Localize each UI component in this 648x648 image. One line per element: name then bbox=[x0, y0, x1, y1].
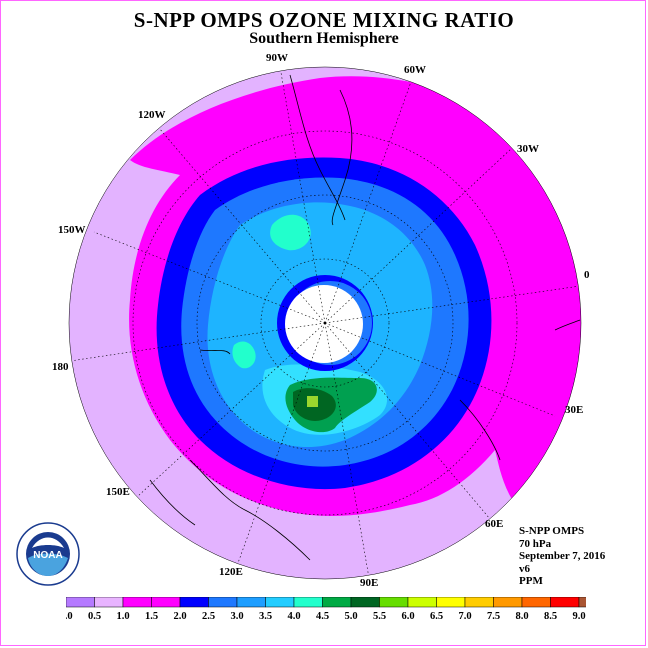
coastlines bbox=[149, 74, 581, 561]
lon-label-0: 0 bbox=[584, 269, 590, 281]
map-subtitle: Southern Hemisphere bbox=[249, 30, 399, 47]
colorbar-swatch bbox=[464, 597, 494, 608]
noaa-logo-icon: NOAA bbox=[16, 522, 80, 586]
colorbar-swatch bbox=[379, 597, 409, 608]
colorbar-swatch bbox=[208, 597, 238, 608]
metadata-block: S-NPP OMPS 70 hPa September 7, 2016 v6 P… bbox=[519, 525, 605, 588]
colorbar-swatch bbox=[550, 597, 580, 608]
colorbar-swatch bbox=[66, 597, 95, 608]
lon-label-150e: 150E bbox=[106, 486, 130, 498]
colorbar-tick-label: 7.0 bbox=[458, 611, 471, 622]
ozone-patch-aqua-2 bbox=[232, 341, 256, 369]
info-units: PPM bbox=[519, 575, 543, 587]
colorbar-tick-label: 4.0 bbox=[287, 611, 300, 622]
info-instrument: S-NPP OMPS bbox=[519, 525, 585, 537]
info-date: September 7, 2016 bbox=[519, 550, 606, 562]
colorbar-tick-label: 1.0 bbox=[116, 611, 129, 622]
south-pole-marker bbox=[323, 321, 327, 325]
lon-label-30w: 30W bbox=[517, 143, 539, 155]
lon-label-120e: 120E bbox=[219, 566, 243, 578]
colorbar-swatch bbox=[407, 597, 437, 608]
colorbar-tick-label: 6.5 bbox=[430, 611, 443, 622]
colorbar-swatch bbox=[94, 597, 124, 608]
lon-label-30e: 30E bbox=[565, 404, 583, 416]
colorbar-swatch bbox=[322, 597, 352, 608]
colorbar-swatch bbox=[122, 597, 152, 608]
graticule-latitude bbox=[132, 130, 518, 516]
colorbar-swatch bbox=[493, 597, 523, 608]
lon-label-60w: 60W bbox=[404, 64, 426, 76]
colorbar-tick-label: 0.5 bbox=[88, 611, 101, 622]
lon-label-180: 180 bbox=[52, 361, 69, 373]
colorbar-tick-label: 6.0 bbox=[401, 611, 414, 622]
ozone-patch-aqua-1 bbox=[270, 214, 311, 251]
colorbar-tick-label: 1.5 bbox=[145, 611, 158, 622]
colorbar-tick-label: 8.0 bbox=[515, 611, 528, 622]
lon-label-60e: 60E bbox=[485, 518, 503, 530]
colorbar-tick-label: 3.5 bbox=[259, 611, 272, 622]
lon-label-90w: 90W bbox=[266, 52, 288, 64]
map-title: S-NPP OMPS OZONE MIXING RATIO bbox=[133, 8, 515, 32]
colorbar-swatch bbox=[236, 597, 266, 608]
colorbar-swatch bbox=[293, 597, 323, 608]
lon-label-120w: 120W bbox=[138, 109, 166, 121]
graticule-meridians bbox=[69, 67, 581, 579]
colorbar-swatch bbox=[179, 597, 209, 608]
lon-label-90e: 90E bbox=[360, 577, 378, 589]
colorbar-tick-label: 5.0 bbox=[344, 611, 357, 622]
colorbar-tick-label: 8.5 bbox=[544, 611, 557, 622]
colorbar-tick-label: 5.5 bbox=[373, 611, 386, 622]
lon-label-150w: 150W bbox=[58, 224, 86, 236]
colorbar-tick-label: 7.5 bbox=[487, 611, 500, 622]
colorbar-tick-label: 0.0 bbox=[66, 611, 73, 622]
colorbar-swatch bbox=[521, 597, 551, 608]
ozone-patch-lime bbox=[307, 396, 318, 407]
colorbar-swatch bbox=[265, 597, 295, 608]
colorbar-tick-label: 2.5 bbox=[202, 611, 215, 622]
colorbar-swatch bbox=[350, 597, 380, 608]
colorbar-tick-label: 9.0 bbox=[572, 611, 585, 622]
info-pressure-level: 70 hPa bbox=[519, 537, 552, 550]
colorbar-swatch bbox=[578, 597, 586, 608]
map-boundary bbox=[68, 66, 582, 580]
info-version: v6 bbox=[519, 562, 530, 575]
colorbar-swatch bbox=[436, 597, 466, 608]
colorbar-tick-label: 4.5 bbox=[316, 611, 329, 622]
colorbar-tick-label: 2.0 bbox=[173, 611, 186, 622]
colorbar: 0.0 0.5 1.0 1.5 2.0 2.5 3.0 3.5 4.0 4.5 5.0 5.5 6.0 6… bbox=[66, 597, 586, 622]
colorbar-swatch bbox=[151, 597, 181, 608]
svg-text:NOAA: NOAA bbox=[33, 550, 62, 561]
colorbar-tick-label: 3.0 bbox=[230, 611, 243, 622]
